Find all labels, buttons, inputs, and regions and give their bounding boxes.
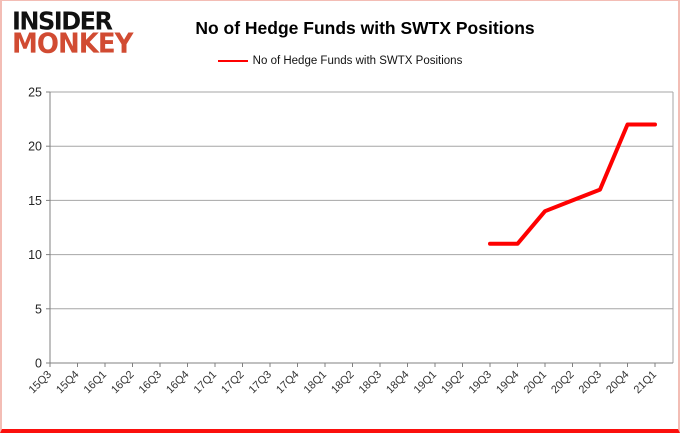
x-tick-label: 17Q1	[192, 369, 220, 397]
x-tick-label: 20Q1	[522, 369, 550, 397]
logo-word-insider: INSIDER	[12, 6, 113, 36]
chart-title: No of Hedge Funds with SWTX Positions	[195, 18, 535, 38]
x-tick-label: 16Q3	[137, 369, 165, 397]
y-tick-label: 0	[35, 357, 42, 371]
x-tick-label: 19Q3	[467, 369, 495, 397]
legend-line-swatch	[217, 60, 248, 62]
x-tick-label: 18Q2	[329, 369, 357, 397]
insider-monkey-logo: INSIDER MONKEY	[12, 6, 133, 60]
chart-legend: No of Hedge Funds with SWTX Positions	[2, 55, 678, 67]
x-tick-label: 17Q2	[219, 369, 247, 397]
x-tick-label: 17Q3	[247, 369, 275, 397]
legend-label: No of Hedge Funds with SWTX Positions	[252, 55, 463, 67]
x-tick-label: 18Q1	[302, 369, 330, 397]
x-tick-label: 21Q1	[632, 369, 660, 397]
x-tick-label: 19Q1	[412, 369, 440, 397]
y-tick-label: 10	[28, 248, 42, 262]
logo-word-monkey: MONKEY	[12, 28, 133, 60]
x-tick-label: 20Q4	[604, 369, 632, 397]
x-tick-label: 17Q4	[274, 369, 302, 397]
x-tick-label: 19Q4	[494, 369, 522, 397]
x-tick-label: 18Q3	[357, 369, 385, 397]
x-tick-label: 15Q4	[54, 369, 82, 397]
x-tick-label: 15Q3	[27, 369, 55, 397]
x-tick-label: 16Q2	[109, 369, 137, 397]
series-line	[488, 122, 657, 246]
x-tick-label: 16Q4	[164, 369, 192, 397]
x-tick-label: 18Q4	[384, 369, 412, 397]
y-tick-label: 15	[28, 194, 42, 208]
x-tick-label: 20Q3	[577, 369, 605, 397]
y-tick-label: 25	[28, 86, 42, 100]
x-tick-label: 20Q2	[549, 369, 577, 397]
x-tick-label: 19Q2	[439, 369, 467, 397]
y-tick-label: 20	[28, 140, 42, 154]
x-tick-label: 16Q1	[82, 369, 110, 397]
y-tick-label: 5	[35, 302, 42, 316]
